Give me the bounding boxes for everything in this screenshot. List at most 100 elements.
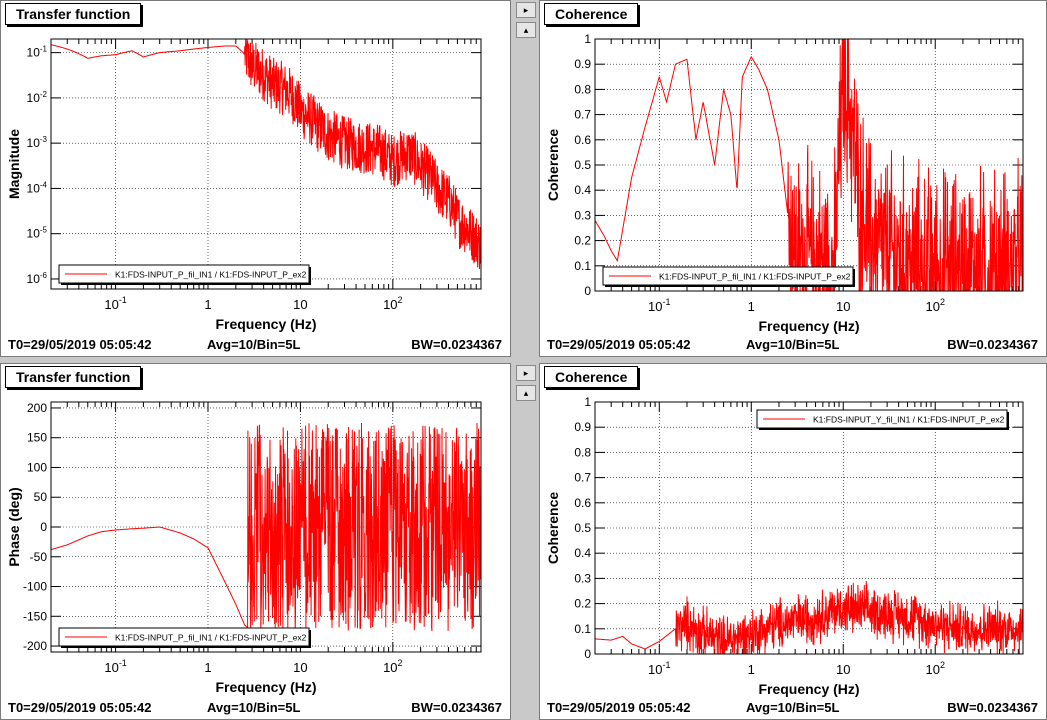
y-tick-label-base: 0.1 xyxy=(574,622,591,636)
y-tick-label-base: 0.9 xyxy=(574,420,591,434)
x-tick-label: 1 xyxy=(748,662,755,677)
y-tick-label: 10-1 xyxy=(27,45,48,60)
x-tick-label-base: 1 xyxy=(204,297,211,312)
x-tick-label-base: 10 xyxy=(836,662,850,677)
expand-right-button-bottom[interactable]: ▸ xyxy=(516,365,536,381)
bw-label: BW=0.0234367 xyxy=(411,337,502,352)
y-tick-label: -50 xyxy=(30,550,48,564)
legend-label: K1:FDS-INPUT_P_fil_IN1 / K1:FDS-INPUT_P_… xyxy=(115,270,307,280)
panel-title: Transfer function xyxy=(5,366,142,388)
x-tick-label-base: 10 xyxy=(836,299,850,314)
series-line xyxy=(50,422,482,632)
expand-right-button-top[interactable]: ▸ xyxy=(516,2,536,18)
panel-title: Coherence xyxy=(544,3,639,25)
x-tick-label: 1 xyxy=(204,297,211,312)
y-tick-label: 0.5 xyxy=(574,158,591,172)
y-tick-label: 0.4 xyxy=(574,183,591,197)
plot-panel-magnitude: 10-1 1 10 102 10-6 10-5 10-4 10-3 10-2 10-1 Freque… xyxy=(0,0,511,357)
x-tick-label: 102 xyxy=(383,658,402,675)
coherence-chart-bottom: 10-1 1 10 10200.10.20.30.40.50.60.70.80.91F… xyxy=(545,395,1024,697)
x-tick-label-base: 10 xyxy=(925,662,939,677)
panel-title: Coherence xyxy=(544,366,639,388)
plot-frame xyxy=(50,38,482,290)
y-tick-label: 0.3 xyxy=(574,208,591,222)
x-tick-label-exponent: 2 xyxy=(398,295,403,305)
x-tick-label-exponent: -1 xyxy=(119,295,127,305)
y-tick-label: 100 xyxy=(27,460,47,474)
y-tick-label: 10-3 xyxy=(27,135,48,150)
x-tick-label: 10-1 xyxy=(648,660,670,677)
scroll-up-button-top[interactable]: ▴ xyxy=(516,22,536,38)
y-tick-label-exponent: -5 xyxy=(40,226,48,235)
y-axis-title: Coherence xyxy=(545,492,561,565)
y-tick-label-base: 0.4 xyxy=(574,546,591,560)
y-tick-label-base: 0.5 xyxy=(574,521,591,535)
status-footer: T0=29/05/2019 05:05:42 Avg=10/Bin=5L BW=… xyxy=(540,697,1046,719)
y-tick-label: 0.8 xyxy=(574,82,591,96)
legend-box xyxy=(58,627,310,647)
status-footer: T0=29/05/2019 05:05:42 Avg=10/Bin=5L BW=… xyxy=(540,334,1046,356)
y-tick-label: -150 xyxy=(23,609,47,623)
panel-control-column: ▸ ▴ ▸ ▴ xyxy=(511,0,539,720)
plot-frame xyxy=(594,401,1024,655)
y-tick-label-base: 50 xyxy=(34,490,48,504)
y-tick-label-base: 0.9 xyxy=(574,57,591,71)
panel-title: Transfer function xyxy=(5,3,142,25)
y-axis-title: Phase (deg) xyxy=(6,487,22,566)
y-tick-label: 50 xyxy=(34,490,48,504)
plot-panel-phase: 10-1 1 10 102 -200 -150 -100 -50 0 50 100 150 200 Fre… xyxy=(0,363,511,720)
y-tick-label: 0.8 xyxy=(574,445,591,459)
y-tick-label: 10-2 xyxy=(27,90,48,105)
y-tick-label-base: 0.4 xyxy=(574,183,591,197)
x-tick-label: 102 xyxy=(383,295,402,312)
x-tick-label: 102 xyxy=(925,660,944,677)
plot-frame xyxy=(50,401,482,653)
x-tick-label-exponent: 2 xyxy=(940,660,945,670)
bw-label: BW=0.0234367 xyxy=(947,337,1038,352)
y-tick-label-base: -50 xyxy=(30,550,48,564)
avg-label: Avg=10/Bin=5L xyxy=(746,337,840,352)
y-tick-label: 0.5 xyxy=(574,521,591,535)
y-tick-label-base: 0.6 xyxy=(574,496,591,510)
y-tick-label: 0.9 xyxy=(574,57,591,71)
x-tick-label-base: 1 xyxy=(748,662,755,677)
y-tick-label: 0.2 xyxy=(574,234,591,248)
t0-label: T0=29/05/2019 05:05:42 xyxy=(8,700,152,715)
y-tick-label: 0.1 xyxy=(574,622,591,636)
x-tick-label-base: 10 xyxy=(383,297,397,312)
t0-label: T0=29/05/2019 05:05:42 xyxy=(547,700,691,715)
y-tick-label-base: 1 xyxy=(584,32,591,46)
x-tick-label-base: 1 xyxy=(204,660,211,675)
x-tick-label: 10-1 xyxy=(104,658,126,675)
y-tick-label: 200 xyxy=(27,401,47,415)
series-line xyxy=(595,580,1024,655)
y-tick-label-exponent: -6 xyxy=(40,271,48,280)
x-tick-label: 1 xyxy=(204,660,211,675)
x-tick-label-base: 10 xyxy=(383,660,397,675)
legend: K1:FDS-INPUT_P_fil_IN1 / K1:FDS-INPUT_P_… xyxy=(58,627,311,648)
y-tick-label-base: 10 xyxy=(27,46,41,60)
y-tick-label-base: 0.2 xyxy=(574,597,591,611)
status-footer: T0=29/05/2019 05:05:42 Avg=10/Bin=5L BW=… xyxy=(1,697,510,719)
y-tick-label: 10-4 xyxy=(27,180,48,195)
x-tick-label-base: 10 xyxy=(648,662,662,677)
x-tick-label-base: 10 xyxy=(293,297,307,312)
legend: K1:FDS-INPUT_P_fil_IN1 / K1:FDS-INPUT_P_… xyxy=(58,264,311,285)
y-tick-label-base: 10 xyxy=(27,227,41,241)
t0-label: T0=29/05/2019 05:05:42 xyxy=(547,337,691,352)
legend-label: K1:FDS-INPUT_P_fil_IN1 / K1:FDS-INPUT_P_… xyxy=(659,272,851,282)
x-tick-label-base: 1 xyxy=(748,299,755,314)
y-tick-label: 1 xyxy=(584,32,591,46)
y-tick-label: 0.2 xyxy=(574,597,591,611)
x-axis-title: Frequency (Hz) xyxy=(758,681,859,697)
y-tick-label: 0.6 xyxy=(574,133,591,147)
scroll-up-button-bottom[interactable]: ▴ xyxy=(516,385,536,401)
x-tick-label-exponent: 2 xyxy=(940,297,945,307)
y-tick-label-base: -150 xyxy=(23,609,47,623)
y-tick-label: -100 xyxy=(23,580,47,594)
x-tick-label: 10 xyxy=(836,662,850,677)
magnitude-chart: 10-1 1 10 10210-610-510-410-310-210-1Freque… xyxy=(6,38,482,332)
t0-label: T0=29/05/2019 05:05:42 xyxy=(8,337,152,352)
x-tick-label-base: 10 xyxy=(925,299,939,314)
x-tick-label: 10 xyxy=(293,660,307,675)
